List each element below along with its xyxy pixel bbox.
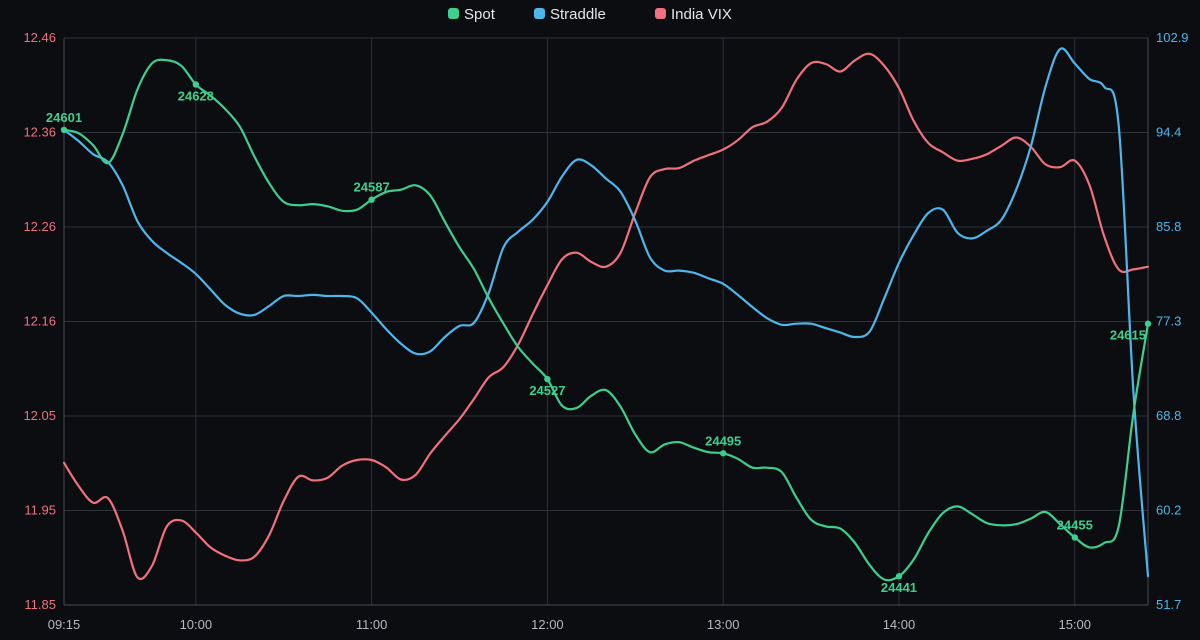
data-point-label: 24615 — [1110, 328, 1146, 343]
y-left-tick-label: 12.26 — [23, 219, 56, 234]
data-point-marker — [192, 81, 200, 88]
y-right-tick-label: 94.4 — [1156, 125, 1181, 140]
y-left-tick-label: 11.85 — [24, 597, 56, 612]
legend-swatch — [655, 8, 666, 19]
y-right-tick-label: 68.8 — [1156, 408, 1181, 423]
y-right-tick-label: 102.9 — [1156, 30, 1189, 45]
y-left-tick-label: 12.46 — [23, 30, 56, 45]
data-point-label: 24601 — [46, 110, 82, 125]
data-point-marker — [60, 126, 68, 134]
x-tick-label: 11:00 — [356, 617, 388, 632]
y-right-tick-label: 77.3 — [1156, 314, 1181, 329]
data-point-marker — [719, 450, 727, 457]
data-labels: 24601 24628 24587 24527 24495 24441 24455 24615 — [46, 81, 1152, 595]
y-right-tick-label: 85.8 — [1156, 219, 1181, 234]
series-line-straddle — [62, 47, 1150, 578]
data-point-label: 24527 — [529, 383, 565, 398]
x-tick-label: 10:00 — [180, 617, 213, 632]
x-tick-label: 09:15 — [48, 617, 81, 632]
y-right-tick-label: 51.7 — [1156, 597, 1181, 612]
data-point-label: 24587 — [354, 180, 390, 195]
legend-label: Straddle — [550, 6, 606, 23]
data-point-label: 24441 — [881, 580, 917, 595]
series — [62, 47, 1150, 582]
data-point-marker — [544, 375, 551, 383]
legend[interactable]: Spot Straddle India VIX — [448, 6, 732, 23]
data-point-label: 24455 — [1057, 517, 1093, 532]
y-left-tick-label: 12.36 — [23, 125, 56, 140]
legend-item-spot[interactable]: Spot — [448, 6, 496, 23]
x-tick-label: 14:00 — [883, 617, 916, 632]
legend-label: Spot — [464, 6, 496, 23]
x-tick-label: 15:00 — [1058, 617, 1091, 632]
legend-swatch — [534, 8, 545, 19]
data-point-marker — [1144, 320, 1152, 327]
x-tick-label: 13:00 — [707, 617, 740, 632]
y-right-tick-label: 60.2 — [1156, 503, 1181, 518]
data-point-marker — [895, 573, 903, 580]
data-point-label: 24628 — [178, 89, 214, 104]
axes: 12.46 102.9 12.36 94.4 12.26 85.8 12.16 77.3 12.… — [23, 30, 1188, 632]
series-line-india-vix — [62, 52, 1150, 581]
y-left-tick-label: 12.16 — [23, 314, 56, 329]
grid — [63, 37, 1148, 606]
data-point-label: 24495 — [705, 433, 741, 448]
series-line-spot — [62, 58, 1150, 582]
data-point-marker — [1071, 534, 1078, 541]
x-tick-label: 12:00 — [531, 617, 564, 632]
legend-label: India VIX — [671, 6, 732, 23]
legend-item-india-vix[interactable]: India VIX — [655, 6, 732, 23]
data-point-marker — [368, 196, 375, 203]
y-left-tick-label: 12.05 — [23, 408, 56, 423]
y-left-tick-label: 11.95 — [24, 503, 56, 518]
legend-item-straddle[interactable]: Straddle — [534, 6, 606, 23]
legend-swatch — [448, 8, 459, 19]
